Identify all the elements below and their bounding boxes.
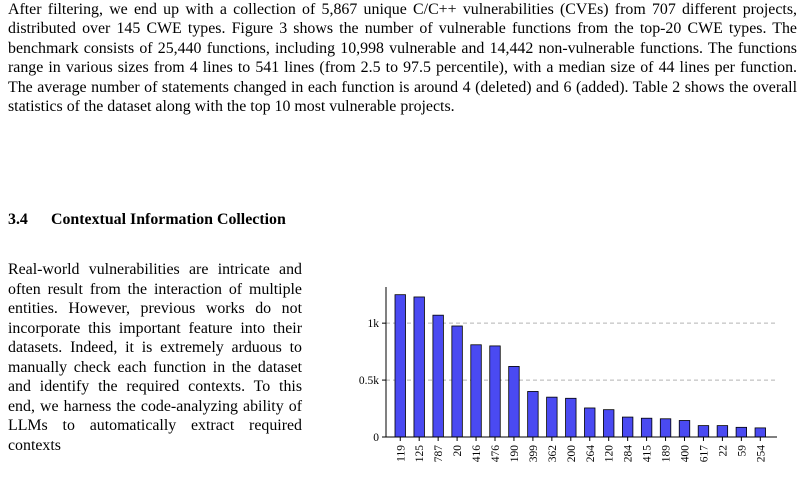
x-tick-label: 190 — [509, 445, 521, 463]
x-tick-label: 415 — [642, 445, 654, 463]
chart-axes — [382, 287, 777, 441]
x-tick-label: 617 — [698, 445, 710, 463]
x-tick-label: 264 — [585, 445, 597, 463]
x-tick-label: 59 — [736, 445, 748, 457]
bar-cwe-120 — [603, 409, 615, 438]
bar-cwe-189 — [659, 418, 672, 438]
x-tick-label: 200 — [566, 445, 578, 463]
bar-cwe-617 — [697, 425, 710, 438]
bar-cwe-787 — [432, 314, 444, 438]
cwe-bar-chart: 0 0.5k 1k 119 125 787 20 416 476 190 399 362 200 264 1… — [359, 287, 777, 462]
bar-cwe-415 — [640, 417, 653, 438]
bar-cwe-119 — [394, 294, 406, 438]
bar-cwe-59 — [735, 426, 748, 438]
section-heading: 3.4 Contextual Information Collection — [8, 210, 286, 230]
bar-cwe-400 — [678, 420, 691, 438]
x-tick-label: 189 — [661, 445, 673, 463]
section-number: 3.4 — [8, 211, 28, 228]
x-tick-label: 284 — [623, 445, 635, 463]
bar-cwe-200 — [565, 397, 577, 438]
bar-cwe-362 — [546, 396, 558, 438]
chart-tick-labels: 0 0.5k 1k 119 125 787 20 416 476 190 399 362 200 264 1… — [359, 318, 767, 462]
bar-cwe-125 — [413, 296, 425, 438]
x-tick-label: 120 — [604, 445, 616, 463]
bar-cwe-416 — [470, 344, 482, 438]
x-tick-label: 125 — [414, 445, 426, 463]
section-title: Contextual Information Collection — [51, 211, 286, 228]
chart-bars — [394, 294, 766, 438]
bar-cwe-264 — [584, 407, 596, 438]
bar-cwe-284 — [621, 416, 634, 438]
x-tick-label: 22 — [717, 445, 729, 457]
bar-cwe-190 — [508, 366, 520, 438]
x-tick-label: 476 — [490, 445, 502, 463]
x-tick-label: 787 — [433, 445, 445, 463]
x-tick-label: 254 — [755, 445, 767, 463]
y-tick-label: 0 — [373, 432, 379, 444]
chart-gridlines — [386, 322, 777, 381]
bar-cwe-399 — [527, 391, 539, 438]
x-tick-label: 416 — [471, 445, 483, 463]
x-tick-label: 20 — [452, 445, 464, 457]
y-tick-label: 0.5k — [359, 375, 379, 387]
body-paragraph-dataset-stats: After filtering, we end up with a collec… — [8, 1, 797, 116]
x-tick-label: 399 — [528, 445, 540, 463]
x-tick-label: 400 — [680, 445, 692, 463]
x-tick-label: 362 — [547, 445, 559, 463]
bar-cwe-20 — [451, 325, 463, 438]
y-tick-label: 1k — [368, 318, 380, 330]
bar-cwe-22 — [716, 425, 729, 438]
bar-cwe-254 — [754, 427, 766, 438]
body-paragraph-context: Real-world vulnerabilities are intricate… — [8, 261, 302, 454]
x-tick-label: 119 — [395, 445, 407, 462]
bar-cwe-476 — [489, 345, 501, 438]
